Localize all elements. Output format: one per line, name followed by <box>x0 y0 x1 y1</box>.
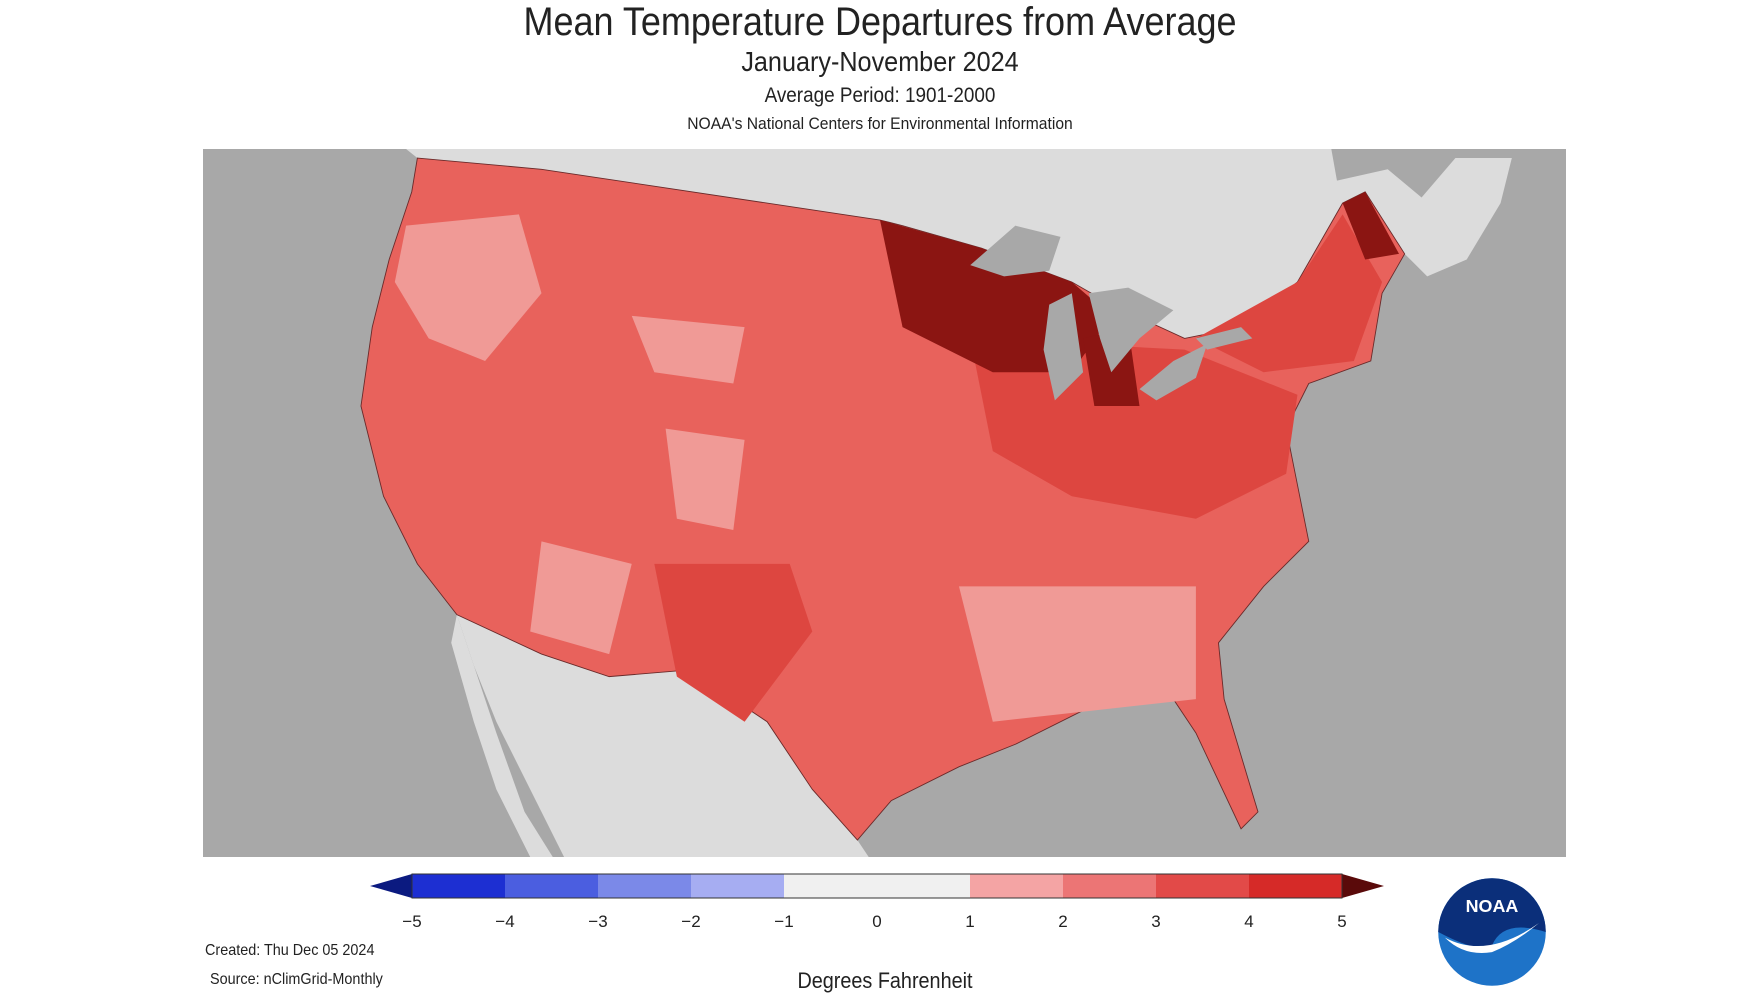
created-date: Created: Thu Dec 05 2024 <box>205 942 375 959</box>
under-range-arrow <box>370 874 412 898</box>
color-bin <box>598 874 692 898</box>
color-bin <box>505 874 599 898</box>
color-bin <box>1063 874 1157 898</box>
colorbar-tick-label: 3 <box>1151 912 1161 931</box>
temperature-map <box>203 149 1566 857</box>
color-bin <box>412 874 506 898</box>
warm-anomaly-patches <box>394 191 1400 722</box>
colorbar-tick-label: −1 <box>774 912 794 931</box>
color-bin <box>877 874 971 898</box>
colorbar-tick-label: 1 <box>965 912 975 931</box>
great-lakes <box>970 225 1253 401</box>
data-source: Source: nClimGrid-Monthly <box>210 971 383 988</box>
colorbar-tick-label: −4 <box>495 912 515 931</box>
colorbar-tick-label: 0 <box>872 912 882 931</box>
map-subtitle: January-November 2024 <box>741 46 1019 77</box>
organization: NOAA's National Centers for Environmenta… <box>687 114 1073 133</box>
canada-land <box>406 149 1512 339</box>
average-period: Average Period: 1901-2000 <box>764 84 996 107</box>
colorbar-tick-label: −3 <box>588 912 608 931</box>
mexico-land <box>456 614 869 857</box>
map-title: Mean Temperature Departures from Average <box>523 0 1237 44</box>
colorbar-tick-label: −2 <box>681 912 701 931</box>
color-bin <box>1156 874 1250 898</box>
colorbar-tick-label: −5 <box>402 912 422 931</box>
color-bin <box>784 874 878 898</box>
colorbar-tick-label: 5 <box>1337 912 1347 931</box>
color-bin <box>1249 874 1343 898</box>
color-scale-bar <box>370 873 1384 899</box>
legend-units-label: Degrees Fahrenheit <box>797 968 973 993</box>
noaa-logo: NOAA <box>1438 878 1546 986</box>
colorbar-tick-label: 4 <box>1244 912 1254 931</box>
colorbar-tick-label: 2 <box>1058 912 1068 931</box>
svg-text:NOAA: NOAA <box>1466 896 1519 916</box>
baja-california <box>451 614 553 857</box>
colorbar-border <box>411 873 1343 899</box>
color-bin <box>970 874 1064 898</box>
over-range-arrow <box>1342 874 1384 898</box>
color-bin <box>691 874 785 898</box>
